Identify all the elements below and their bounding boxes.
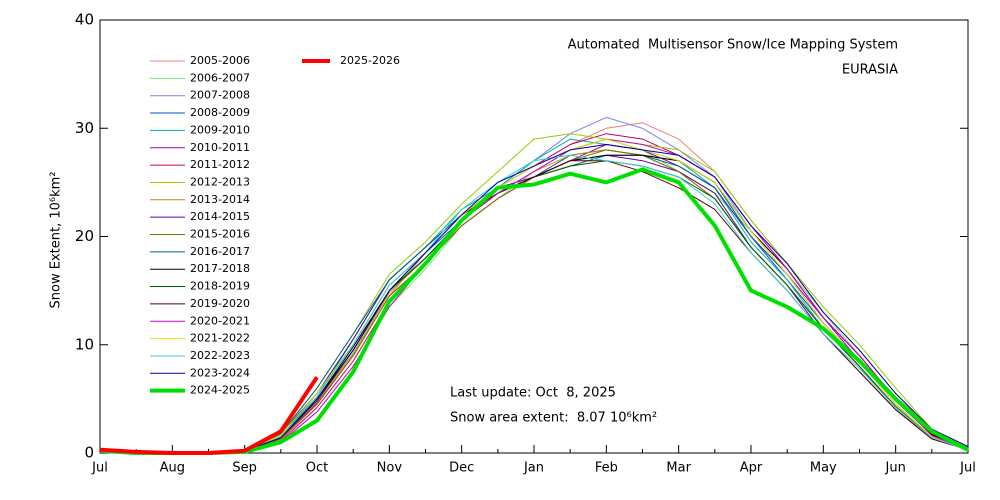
x-tick-label: Dec <box>449 461 474 476</box>
y-tick-label: 20 <box>75 227 94 245</box>
x-tick-label: Sep <box>232 461 257 476</box>
series-line <box>99 376 319 455</box>
legend-label: 2014-2015 <box>190 210 250 223</box>
x-tick-label: Oct <box>306 461 328 476</box>
y-tick-label: 0 <box>84 444 94 462</box>
legend-label: 2017-2018 <box>190 262 250 275</box>
legend-label: 2010-2011 <box>190 141 250 154</box>
annotation: Last update: Oct 8, 2025 <box>450 386 616 401</box>
x-tick-label: May <box>810 461 837 476</box>
legend-label: 2023-2024 <box>190 366 250 379</box>
x-tick-label: Feb <box>595 461 618 476</box>
legend-label: 2025-2026 <box>340 54 400 67</box>
legend-label: 2022-2023 <box>190 349 250 362</box>
legend-label: 2021-2022 <box>190 332 250 345</box>
legend-label: 2024-2025 <box>190 384 250 397</box>
legend-label: 2019-2020 <box>190 297 250 310</box>
annotation: Snow area extent: 8.07 10⁶km² <box>450 411 657 426</box>
x-tick-label: Jul <box>91 461 108 476</box>
legend-label: 2008-2009 <box>190 106 250 119</box>
x-tick-label: Jul <box>959 461 976 476</box>
x-tick-label: Jun <box>885 461 906 476</box>
x-tick-label: Jan <box>523 461 544 476</box>
legend-label: 2012-2013 <box>190 175 250 188</box>
legend-label: 2009-2010 <box>190 123 250 136</box>
legend-label: 2013-2014 <box>190 193 250 206</box>
y-tick-label: 40 <box>75 11 94 29</box>
y-tick-label: 10 <box>75 335 94 353</box>
legend-label: 2005-2006 <box>190 54 250 67</box>
legend-label: 2006-2007 <box>190 71 250 84</box>
y-axis-label: Snow Extent, 10⁶km² <box>49 172 64 309</box>
legend-label: 2016-2017 <box>190 245 250 258</box>
legend-label: 2011-2012 <box>190 158 250 171</box>
x-tick-label: Aug <box>160 461 185 476</box>
legend-label: 2020-2021 <box>190 314 250 327</box>
x-tick-label: Mar <box>666 461 691 476</box>
x-tick-label: Nov <box>377 461 403 476</box>
legend-label: 2007-2008 <box>190 89 250 102</box>
chart-subtitle: EURASIA <box>842 63 898 78</box>
y-tick-label: 30 <box>75 119 94 137</box>
x-tick-label: Apr <box>740 461 763 476</box>
legend-label: 2015-2016 <box>190 228 250 241</box>
legend-label: 2018-2019 <box>190 280 250 293</box>
chart-title: Automated Multisensor Snow/Ice Mapping S… <box>568 38 898 53</box>
